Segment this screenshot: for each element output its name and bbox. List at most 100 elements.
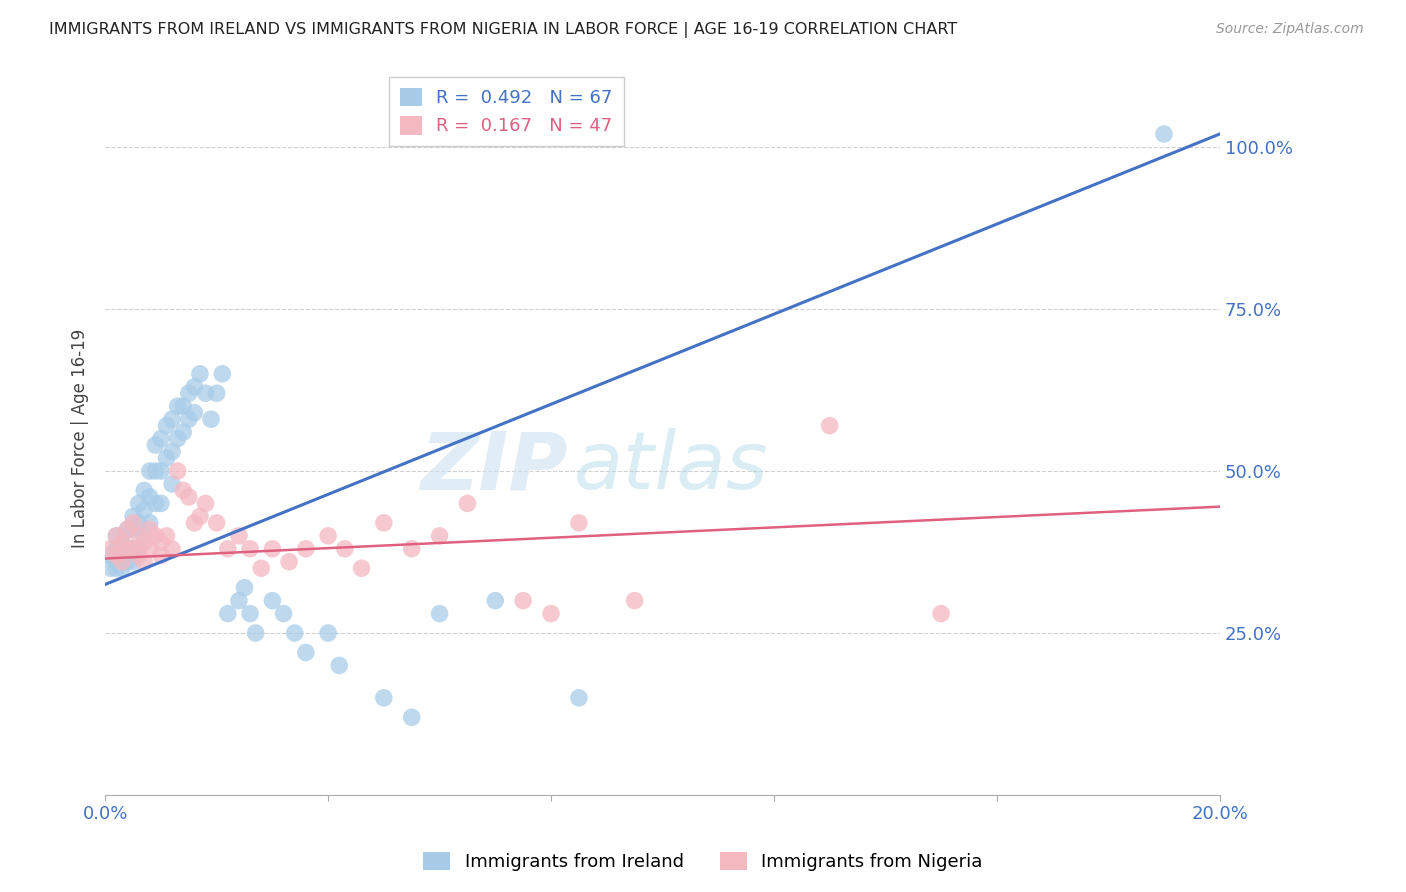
Point bbox=[128, 541, 150, 556]
Point bbox=[149, 464, 172, 478]
Point bbox=[117, 555, 139, 569]
Point bbox=[149, 535, 172, 549]
Point bbox=[139, 464, 162, 478]
Point bbox=[228, 529, 250, 543]
Point bbox=[211, 367, 233, 381]
Point bbox=[100, 541, 122, 556]
Point bbox=[429, 607, 451, 621]
Point bbox=[818, 418, 841, 433]
Text: IMMIGRANTS FROM IRELAND VS IMMIGRANTS FROM NIGERIA IN LABOR FORCE | AGE 16-19 CO: IMMIGRANTS FROM IRELAND VS IMMIGRANTS FR… bbox=[49, 22, 957, 38]
Point bbox=[401, 541, 423, 556]
Point bbox=[217, 607, 239, 621]
Point bbox=[188, 509, 211, 524]
Point bbox=[134, 483, 156, 498]
Point bbox=[160, 444, 183, 458]
Text: ZIP: ZIP bbox=[420, 428, 568, 506]
Point bbox=[160, 477, 183, 491]
Point bbox=[128, 548, 150, 562]
Point bbox=[139, 490, 162, 504]
Point bbox=[295, 541, 318, 556]
Point bbox=[568, 690, 591, 705]
Point bbox=[105, 548, 128, 562]
Point bbox=[160, 541, 183, 556]
Point bbox=[273, 607, 295, 621]
Point bbox=[623, 593, 645, 607]
Point bbox=[262, 541, 284, 556]
Point bbox=[111, 548, 134, 562]
Point bbox=[316, 529, 339, 543]
Point bbox=[145, 464, 167, 478]
Point bbox=[166, 432, 188, 446]
Point bbox=[105, 529, 128, 543]
Point bbox=[117, 522, 139, 536]
Point bbox=[134, 503, 156, 517]
Point bbox=[373, 690, 395, 705]
Point bbox=[233, 581, 256, 595]
Y-axis label: In Labor Force | Age 16-19: In Labor Force | Age 16-19 bbox=[72, 329, 89, 549]
Point bbox=[172, 425, 194, 439]
Point bbox=[122, 555, 145, 569]
Point bbox=[145, 438, 167, 452]
Point bbox=[100, 548, 122, 562]
Point bbox=[295, 645, 318, 659]
Point bbox=[205, 386, 228, 401]
Point bbox=[239, 541, 262, 556]
Point bbox=[245, 626, 267, 640]
Point bbox=[183, 406, 205, 420]
Point bbox=[128, 496, 150, 510]
Point bbox=[188, 367, 211, 381]
Point bbox=[262, 593, 284, 607]
Point bbox=[1153, 127, 1175, 141]
Point bbox=[205, 516, 228, 530]
Point bbox=[117, 541, 139, 556]
Point bbox=[183, 380, 205, 394]
Point bbox=[134, 555, 156, 569]
Point bbox=[350, 561, 373, 575]
Point bbox=[155, 451, 177, 466]
Point bbox=[540, 607, 562, 621]
Point bbox=[512, 593, 534, 607]
Point bbox=[183, 516, 205, 530]
Point bbox=[177, 490, 200, 504]
Point bbox=[217, 541, 239, 556]
Point bbox=[228, 593, 250, 607]
Point bbox=[172, 483, 194, 498]
Point bbox=[134, 529, 156, 543]
Point bbox=[166, 399, 188, 413]
Point bbox=[122, 541, 145, 556]
Point bbox=[155, 529, 177, 543]
Point bbox=[484, 593, 506, 607]
Point bbox=[284, 626, 307, 640]
Point bbox=[111, 535, 134, 549]
Point bbox=[145, 496, 167, 510]
Point bbox=[200, 412, 222, 426]
Point bbox=[166, 464, 188, 478]
Point bbox=[100, 561, 122, 575]
Point bbox=[149, 496, 172, 510]
Point bbox=[139, 516, 162, 530]
Text: Source: ZipAtlas.com: Source: ZipAtlas.com bbox=[1216, 22, 1364, 37]
Point bbox=[149, 548, 172, 562]
Point bbox=[172, 399, 194, 413]
Point bbox=[134, 535, 156, 549]
Point bbox=[333, 541, 356, 556]
Point bbox=[149, 432, 172, 446]
Point bbox=[128, 516, 150, 530]
Point bbox=[105, 541, 128, 556]
Point bbox=[122, 522, 145, 536]
Point bbox=[160, 412, 183, 426]
Point bbox=[373, 516, 395, 530]
Point bbox=[111, 555, 134, 569]
Legend: R =  0.492   N = 67, R =  0.167   N = 47: R = 0.492 N = 67, R = 0.167 N = 47 bbox=[389, 77, 623, 146]
Text: atlas: atlas bbox=[574, 428, 768, 506]
Point bbox=[328, 658, 350, 673]
Point bbox=[139, 541, 162, 556]
Point bbox=[145, 529, 167, 543]
Point bbox=[122, 509, 145, 524]
Point bbox=[111, 561, 134, 575]
Point bbox=[239, 607, 262, 621]
Point bbox=[194, 496, 217, 510]
Legend: Immigrants from Ireland, Immigrants from Nigeria: Immigrants from Ireland, Immigrants from… bbox=[416, 845, 990, 879]
Point bbox=[568, 516, 591, 530]
Point bbox=[401, 710, 423, 724]
